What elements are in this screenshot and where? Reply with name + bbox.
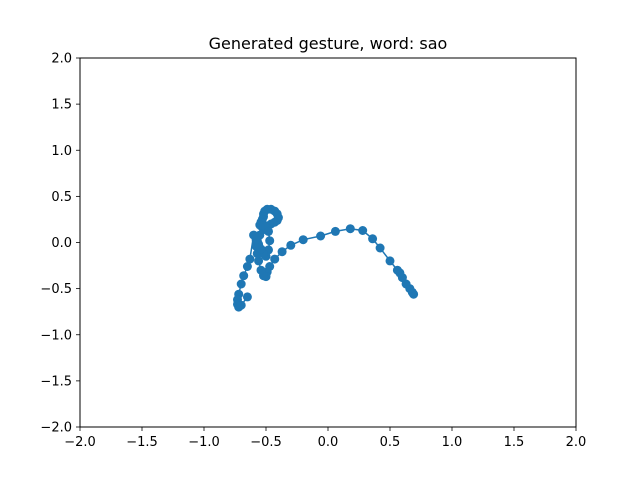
chart-title: Generated gesture, word: sao bbox=[209, 34, 448, 53]
gesture-point bbox=[392, 265, 402, 275]
y-axis: −2.0 −1.5 −1.0 −0.5 0.0 0.5 1.0 1.5 2.0 bbox=[40, 52, 80, 436]
x-axis: −2.0 −1.5 −1.0 −0.5 0.0 0.5 1.0 1.5 2.0 bbox=[64, 427, 586, 450]
x-tick-label: −2.0 bbox=[64, 435, 96, 450]
gesture-point bbox=[239, 271, 249, 281]
gesture-point bbox=[368, 234, 378, 244]
gesture-point bbox=[375, 243, 385, 253]
gesture-point bbox=[236, 279, 246, 289]
gesture-point bbox=[254, 256, 264, 266]
y-tick-label: 0.5 bbox=[51, 190, 72, 205]
gesture-point bbox=[277, 247, 287, 257]
x-tick-label: −0.5 bbox=[250, 435, 282, 450]
gesture-points bbox=[233, 204, 419, 312]
y-tick-label: −2.0 bbox=[40, 421, 72, 436]
y-tick-label: 2.0 bbox=[51, 52, 72, 67]
gesture-point bbox=[265, 236, 275, 246]
gesture-point bbox=[316, 231, 326, 241]
y-tick-label: 1.0 bbox=[51, 144, 72, 159]
x-tick-label: 1.0 bbox=[442, 435, 463, 450]
y-tick-label: 0.0 bbox=[51, 236, 72, 251]
x-tick-label: 0.5 bbox=[380, 435, 401, 450]
gesture-point bbox=[358, 226, 368, 235]
gesture-point bbox=[286, 240, 296, 250]
y-tick-label: −1.5 bbox=[40, 374, 72, 389]
y-tick-label: −1.0 bbox=[40, 328, 72, 343]
gesture-point bbox=[345, 224, 355, 234]
gesture-point bbox=[245, 254, 255, 264]
y-tick-label: 1.5 bbox=[51, 98, 72, 113]
gesture-point bbox=[298, 235, 308, 245]
plot-area bbox=[233, 204, 419, 312]
gesture-point bbox=[264, 226, 273, 236]
gesture-point bbox=[270, 254, 280, 264]
x-tick-label: −1.5 bbox=[126, 435, 158, 450]
axes-frame bbox=[79, 57, 577, 428]
x-tick-label: 0.0 bbox=[318, 435, 339, 450]
x-tick-label: 1.5 bbox=[504, 435, 525, 450]
gesture-point bbox=[385, 256, 395, 266]
gesture-point bbox=[330, 226, 340, 236]
gesture-point bbox=[236, 300, 246, 310]
y-tick-label: −0.5 bbox=[40, 282, 72, 297]
gesture-point bbox=[249, 230, 259, 240]
x-tick-label: 2.0 bbox=[566, 435, 587, 450]
gesture-point bbox=[242, 262, 252, 271]
gesture-point bbox=[242, 292, 252, 302]
x-tick-label: −1.0 bbox=[188, 435, 220, 450]
gesture-point bbox=[256, 265, 266, 275]
